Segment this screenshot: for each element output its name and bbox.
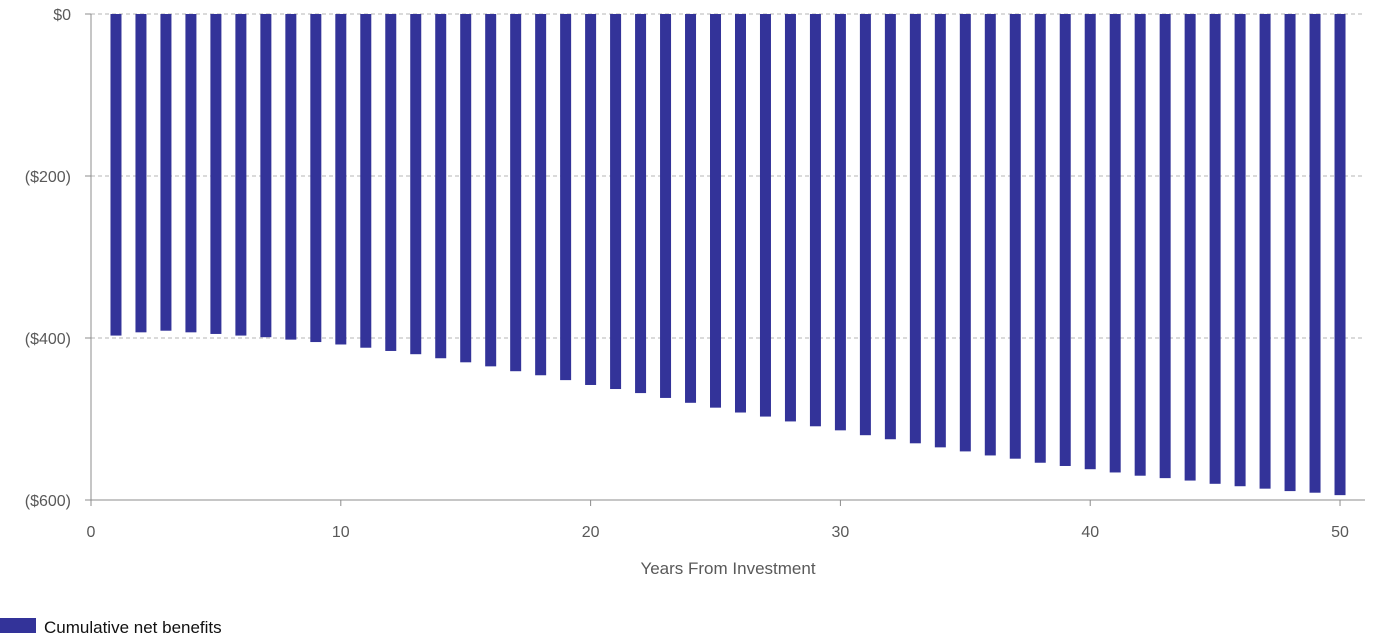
x-axis-title: Years From Investment (640, 559, 815, 578)
bar-year-49 (1309, 14, 1321, 493)
bar-year-35 (959, 14, 971, 452)
bar-year-46 (1234, 14, 1246, 487)
x-tick-label: 50 (1331, 524, 1349, 541)
bar-year-5 (210, 14, 222, 334)
y-tick-label: $0 (53, 7, 71, 24)
bar-year-44 (1184, 14, 1196, 481)
x-tick-label: 0 (87, 524, 96, 541)
bar-year-41 (1109, 14, 1121, 473)
bar-year-45 (1209, 14, 1221, 484)
bar-year-15 (460, 14, 472, 363)
bar-year-20 (585, 14, 597, 385)
bar-year-29 (809, 14, 821, 427)
gridlines (91, 13, 1365, 339)
bars (110, 14, 1346, 496)
bar-year-7 (260, 14, 272, 338)
bar-year-32 (884, 14, 896, 440)
bar-year-22 (635, 14, 647, 394)
bar-year-6 (235, 14, 247, 336)
bar-year-26 (734, 14, 746, 413)
bar-year-50 (1334, 14, 1346, 496)
bar-year-21 (610, 14, 622, 390)
bar-year-4 (185, 14, 197, 333)
bar-year-8 (285, 14, 297, 340)
bar-year-37 (1009, 14, 1021, 459)
bar-year-43 (1159, 14, 1171, 479)
bar-year-48 (1284, 14, 1296, 492)
legend-label: Cumulative net benefits (44, 618, 222, 637)
bar-year-12 (385, 14, 397, 351)
bar-year-14 (435, 14, 447, 359)
bar-year-40 (1084, 14, 1096, 470)
bar-year-10 (335, 14, 347, 345)
bar-year-2 (135, 14, 147, 333)
bar-year-33 (909, 14, 921, 444)
bar-year-31 (859, 14, 871, 436)
bar-year-19 (560, 14, 572, 381)
bar-year-13 (410, 14, 422, 355)
bar-year-34 (934, 14, 946, 448)
x-tick-label: 30 (832, 524, 850, 541)
x-tick-label: 40 (1081, 524, 1099, 541)
bar-year-39 (1059, 14, 1071, 466)
bar-year-47 (1259, 14, 1271, 489)
bar-year-36 (984, 14, 996, 456)
bar-year-3 (160, 14, 172, 331)
legend: Cumulative net benefits (0, 618, 222, 637)
axes: $0 ($200) ($400) ($600) 0 10 20 30 40 50 (25, 7, 1365, 541)
bar-year-23 (660, 14, 672, 398)
bar-year-25 (710, 14, 722, 408)
bar-year-1 (110, 14, 122, 336)
legend-swatch (0, 618, 36, 633)
bar-year-24 (685, 14, 697, 403)
bar-year-38 (1034, 14, 1046, 463)
y-tick-label: ($600) (25, 493, 71, 510)
bar-year-16 (485, 14, 497, 367)
y-tick-label: ($400) (25, 331, 71, 348)
bar-year-27 (759, 14, 771, 417)
bar-year-30 (834, 14, 846, 431)
bar-year-42 (1134, 14, 1146, 476)
x-tick-label: 10 (332, 524, 350, 541)
bar-year-18 (535, 14, 547, 376)
bar-year-28 (784, 14, 796, 422)
bar-year-11 (360, 14, 372, 348)
bar-year-17 (510, 14, 522, 372)
x-tick-label: 20 (582, 524, 600, 541)
bar-year-9 (310, 14, 322, 343)
y-tick-label: ($200) (25, 169, 71, 186)
